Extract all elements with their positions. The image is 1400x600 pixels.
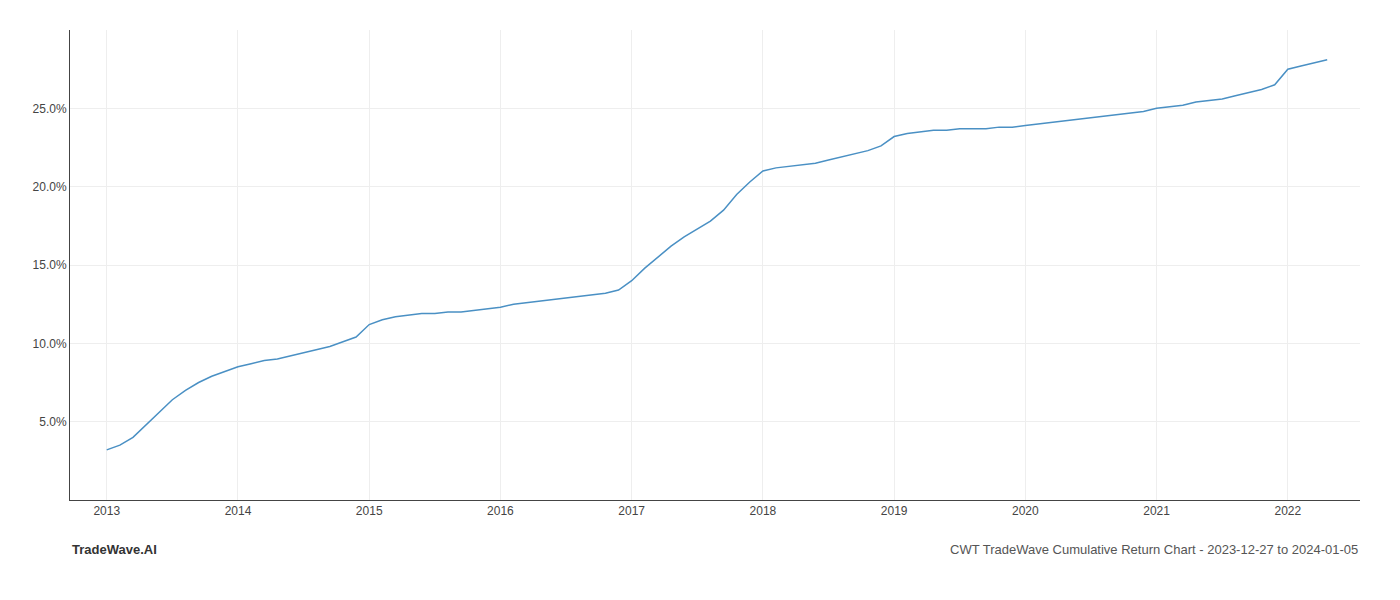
svg-text:2018: 2018 <box>750 504 777 518</box>
svg-text:2013: 2013 <box>93 504 120 518</box>
svg-text:2017: 2017 <box>618 504 645 518</box>
svg-text:TradeWave.AI: TradeWave.AI <box>72 542 157 557</box>
svg-text:2019: 2019 <box>881 504 908 518</box>
svg-text:20.0%: 20.0% <box>33 180 67 194</box>
svg-text:15.0%: 15.0% <box>33 258 67 272</box>
svg-text:CWT TradeWave Cumulative Retur: CWT TradeWave Cumulative Return Chart - … <box>950 542 1358 557</box>
svg-text:2015: 2015 <box>356 504 383 518</box>
svg-text:2014: 2014 <box>225 504 252 518</box>
svg-text:2020: 2020 <box>1012 504 1039 518</box>
svg-text:10.0%: 10.0% <box>33 337 67 351</box>
svg-text:5.0%: 5.0% <box>39 415 67 429</box>
svg-text:2022: 2022 <box>1274 504 1301 518</box>
svg-text:2021: 2021 <box>1143 504 1170 518</box>
svg-text:25.0%: 25.0% <box>33 102 67 116</box>
svg-text:2016: 2016 <box>487 504 514 518</box>
